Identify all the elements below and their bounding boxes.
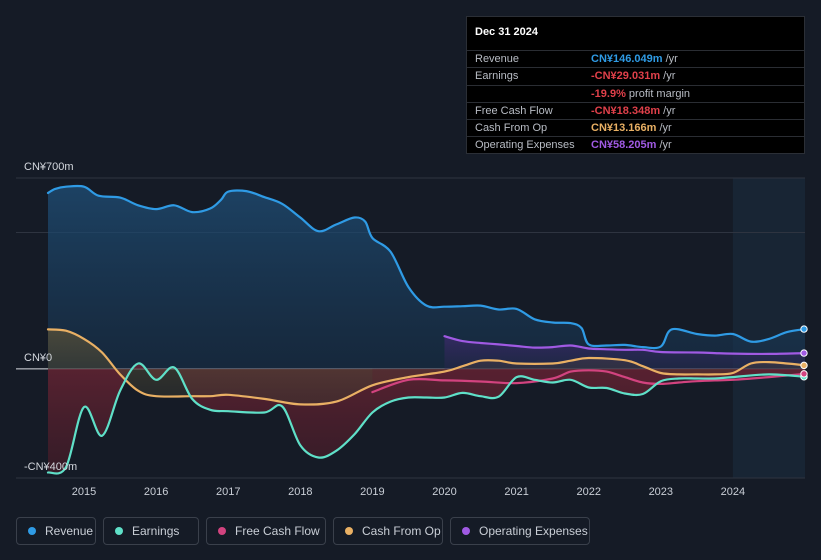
legend-item-operating-expenses[interactable]: Operating Expenses <box>450 517 590 545</box>
y-axis-labels: CN¥700m CN¥0 -CN¥400m <box>24 161 77 473</box>
legend-label: Operating Expenses <box>479 524 588 538</box>
tooltip-row-label: Revenue <box>475 53 520 65</box>
tooltip-row-value: CN¥13.166m /yr <box>591 122 672 134</box>
legend-item-free-cash-flow[interactable]: Free Cash Flow <box>206 517 326 545</box>
tooltip-row-value: CN¥58.205m /yr <box>591 139 672 151</box>
legend-dot-icon <box>462 527 470 535</box>
line-revenue <box>46 184 807 350</box>
endpoint-operating-expenses <box>800 349 808 357</box>
x-tick-label: 2021 <box>504 486 528 498</box>
y-tick-label: -CN¥400m <box>24 461 77 473</box>
series-areas <box>48 185 805 474</box>
legend-dot-icon <box>28 527 36 535</box>
line-free-cash-flow <box>371 369 807 394</box>
tooltip-row: Operating Expenses CN¥58.205m /yr <box>467 136 804 154</box>
x-tick-label: 2019 <box>360 486 384 498</box>
legend-label: Cash From Op <box>362 524 441 538</box>
series-endpoints <box>800 325 808 381</box>
line-cash-from-op <box>46 328 807 406</box>
tooltip-row-label: Free Cash Flow <box>475 105 553 117</box>
x-tick-label: 2022 <box>576 486 600 498</box>
tooltip-row-value: -CN¥29.031m /yr <box>591 70 676 82</box>
area-cash-from-op <box>48 329 805 405</box>
tooltip-date: Dec 31 2024 <box>475 26 538 38</box>
x-tick-label: 2018 <box>288 486 312 498</box>
x-axis-labels: 2015 2016 2017 2018 2019 2020 2021 2022 2023 2024 <box>72 486 745 498</box>
legend-label: Revenue <box>45 524 94 538</box>
y-tick-label: CN¥0 <box>24 352 52 364</box>
area-revenue <box>48 185 805 369</box>
endpoint-free-cash-flow <box>800 370 808 378</box>
tooltip-row-label: Operating Expenses <box>475 139 575 151</box>
tooltip-row-value: -19.9% profit margin <box>591 88 691 100</box>
tooltip-panel: Dec 31 2024 Revenue CN¥146.049m /yr Earnin… <box>466 16 805 154</box>
tooltip-row: Revenue CN¥146.049m /yr <box>467 50 804 68</box>
x-tick-label: 2020 <box>432 486 456 498</box>
x-tick-label: 2016 <box>144 486 168 498</box>
financial-chart: CN¥700m CN¥0 -CN¥400m 2015 2016 2017 2018 2019… <box>16 161 808 498</box>
tooltip-row: Cash From Op CN¥13.166m /yr <box>467 119 804 137</box>
x-tick-label: 2015 <box>72 486 96 498</box>
legend-item-revenue[interactable]: Revenue <box>16 517 96 545</box>
x-tick-label: 2024 <box>721 486 745 498</box>
legend-dot-icon <box>218 527 226 535</box>
legend-dot-icon <box>115 527 123 535</box>
y-tick-label: CN¥700m <box>24 161 74 173</box>
x-tick-label: 2023 <box>649 486 673 498</box>
legend-item-earnings[interactable]: Earnings <box>103 517 199 545</box>
tooltip-row-label: Cash From Op <box>475 122 548 134</box>
highlight-region <box>732 178 805 478</box>
legend-label: Earnings <box>132 524 180 538</box>
line-operating-expenses <box>443 335 807 356</box>
tooltip-row-value: CN¥146.049m /yr <box>591 53 678 65</box>
legend-label: Free Cash Flow <box>235 524 320 538</box>
tooltip-row: Earnings -CN¥29.031m /yr <box>467 67 804 85</box>
x-tick-label: 2017 <box>216 486 240 498</box>
legend-dot-icon <box>345 527 353 535</box>
endpoint-revenue <box>800 325 808 333</box>
legend-item-cash-from-op[interactable]: Cash From Op <box>333 517 443 545</box>
tooltip-row: Free Cash Flow -CN¥18.348m /yr <box>467 102 804 120</box>
area-operating-expenses <box>444 336 805 369</box>
line-earnings <box>46 362 807 475</box>
tooltip-row: -19.9% profit margin <box>467 85 804 103</box>
tooltip-row-value: -CN¥18.348m /yr <box>591 105 676 117</box>
endpoint-cash-from-op <box>800 361 808 370</box>
series-lines <box>46 184 807 475</box>
tooltip-row-label: Earnings <box>475 70 519 82</box>
